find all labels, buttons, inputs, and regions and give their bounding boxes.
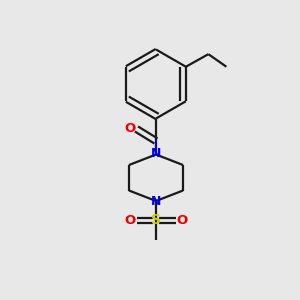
- Text: O: O: [176, 214, 188, 227]
- Text: N: N: [151, 195, 161, 208]
- Text: O: O: [124, 122, 136, 135]
- Text: O: O: [124, 214, 136, 227]
- Text: S: S: [151, 214, 161, 227]
- Text: N: N: [151, 147, 161, 160]
